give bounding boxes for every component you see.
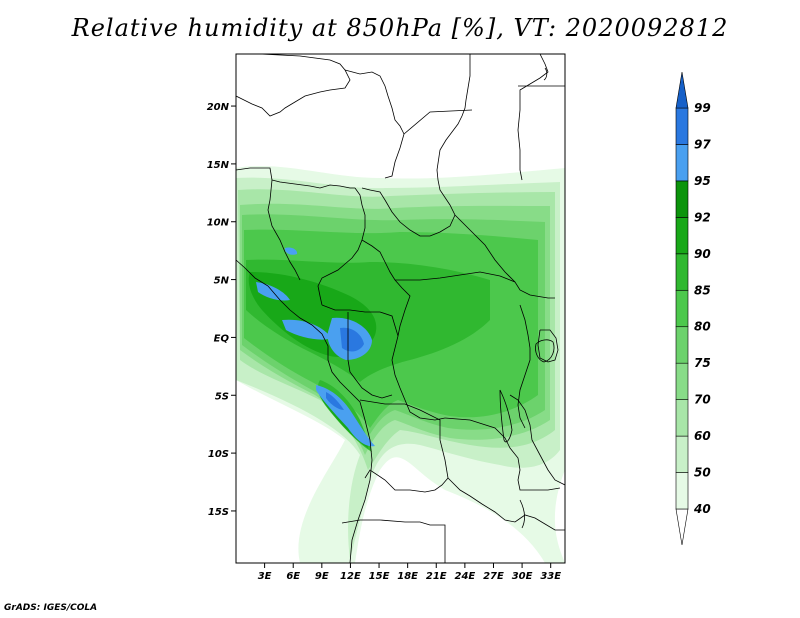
lat-tick-label: 15S [208,507,229,518]
colorbar-swatch [675,144,689,182]
lat-tick-label: 5N [214,276,230,287]
colorbar-label: 75 [694,356,711,370]
map-title: Relative humidity at 850hPa [%], VT: 202… [71,14,729,42]
lat-tick-label: 20N [207,102,230,113]
lon-tick-label: 12E [340,571,361,582]
plot-frame [235,53,566,564]
colorbar-swatch [675,435,689,473]
rh-band-95 [256,247,375,447]
colorbar: 40 50 60 70 75 80 85 90 92 95 97 99 [675,71,711,546]
country-borders [236,54,565,563]
lat-tick-label: 10N [207,218,230,229]
colorbar-label: 97 [694,137,711,151]
colorbar-swatch [675,217,689,255]
rh-band-92 [248,272,377,448]
colorbar-label: 85 [694,283,711,297]
colorbar-label: 92 [694,210,711,224]
lon-tick-label: 3E [258,571,272,582]
lat-tick-label: 15N [207,160,230,171]
colorbar-swatch [675,399,689,437]
colorbar-label: 50 [694,466,711,480]
colorbar-swatch [675,180,689,218]
lat-tick-label: 10S [208,449,229,460]
lon-tick-label: 30E [512,571,533,582]
lon-tick-label: 21E [426,571,447,582]
colorbar-label: 95 [694,174,711,188]
lat-tick-label: EQ [214,333,230,344]
colorbar-swatch [675,472,689,510]
latitude-axis: 20N 15N 10N 5N EQ 5S 10S 15S [207,102,236,518]
lon-tick-label: 24E [454,571,475,582]
lat-tick-label: 5S [215,391,229,402]
footer-credit: GrADS: IGES/COLA [4,603,98,613]
lon-tick-label: 18E [397,571,418,582]
lon-tick-label: 15E [369,571,390,582]
lon-tick-label: 33E [540,571,561,582]
colorbar-swatch [675,289,689,328]
lon-tick-label: 9E [315,571,329,582]
colorbar-swatch [675,107,689,145]
colorbar-label: 99 [694,101,711,115]
colorbar-label: 70 [694,393,711,407]
lon-tick-label: 27E [483,571,504,582]
longitude-axis: 3E 6E 9E 12E 15E 18E 21E 24E 27E 30E 33E [258,563,561,582]
colorbar-label: 80 [694,320,711,334]
colorbar-label: 40 [693,502,711,516]
colorbar-swatch [675,71,689,109]
colorbar-label: 90 [694,247,711,261]
rh-band-97 [326,327,364,410]
lon-tick-label: 6E [286,571,300,582]
lakes [499,67,555,529]
colorbar-swatch [675,326,689,364]
humidity-field [236,54,565,563]
colorbar-swatch [675,508,689,546]
colorbar-swatch [675,362,689,400]
colorbar-label: 60 [694,429,711,443]
colorbar-swatch [675,253,689,291]
